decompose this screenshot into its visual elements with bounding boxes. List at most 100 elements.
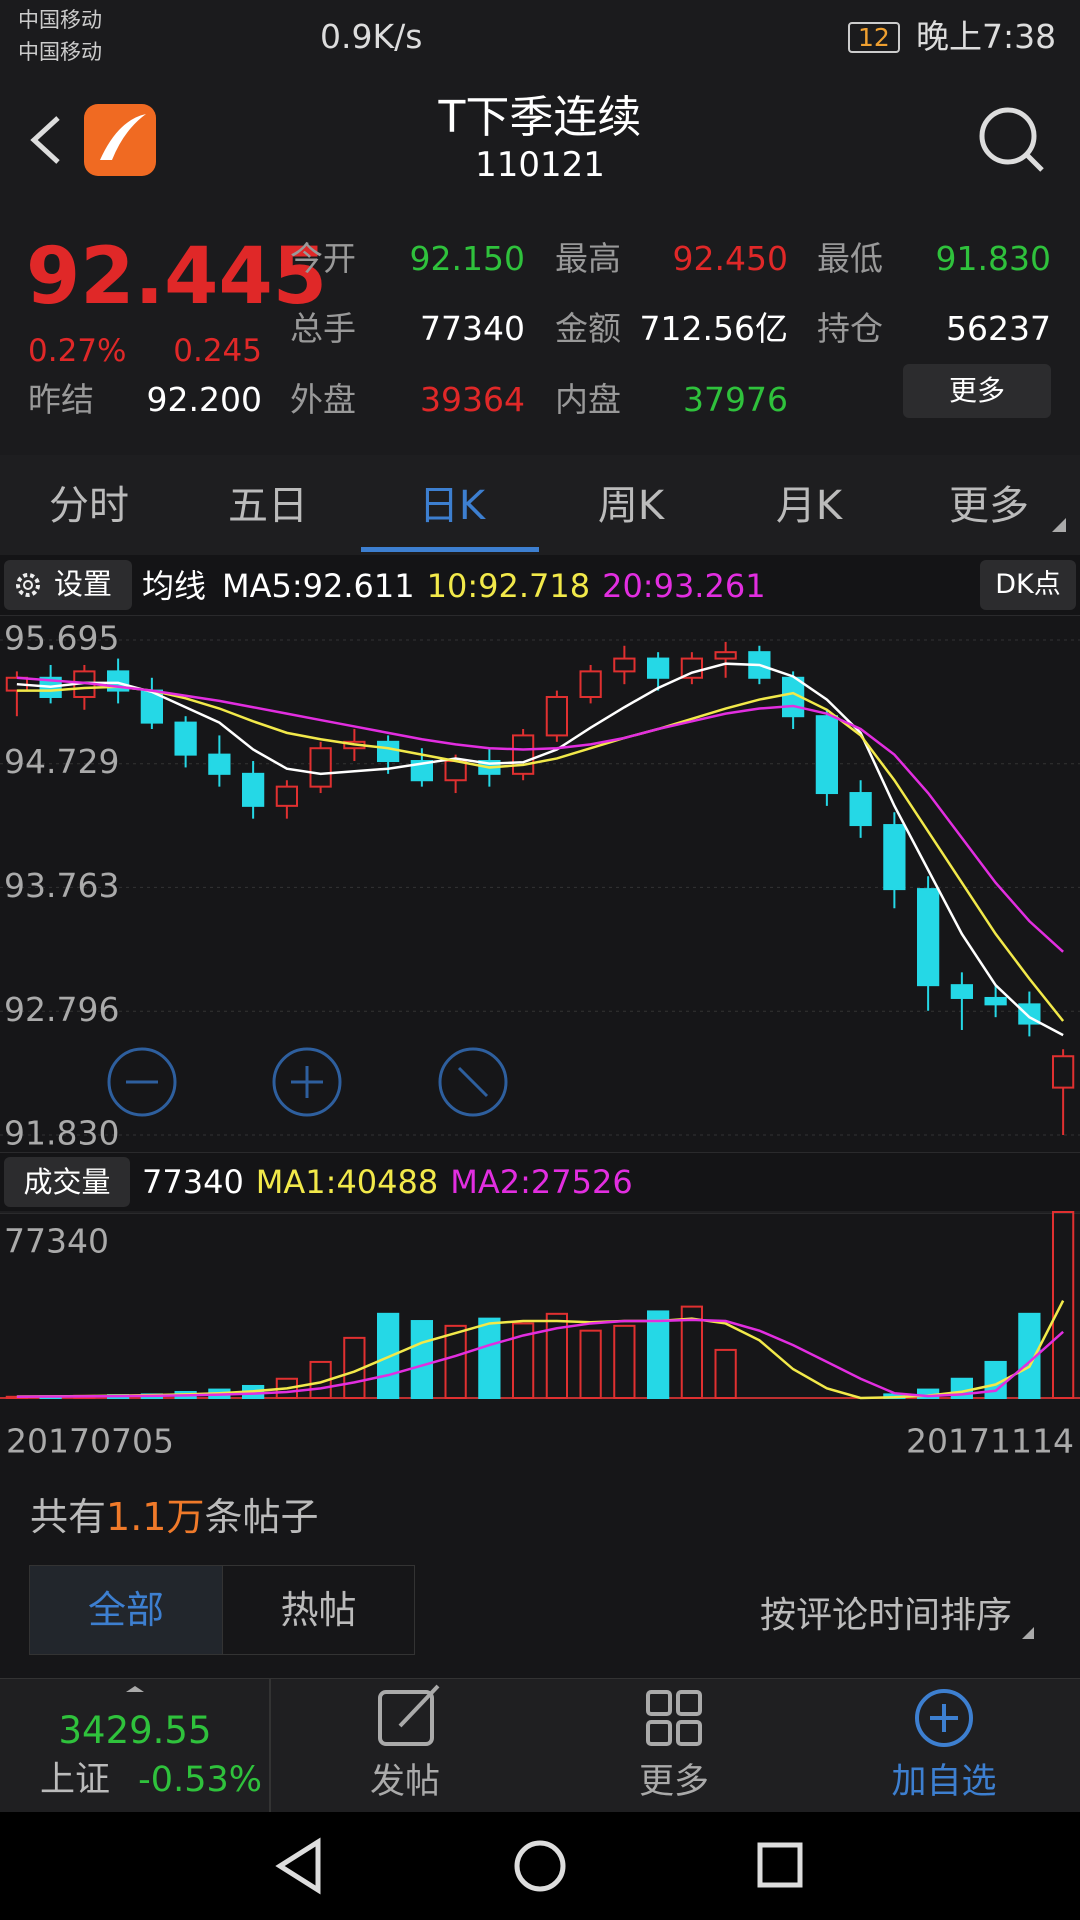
volume-bar <box>613 1324 636 1400</box>
volume-bar <box>478 1317 501 1399</box>
volume-legend: 77340 MA1:40488 MA2:27526 <box>142 1166 633 1198</box>
y-tick-label: 91.830 <box>4 1114 119 1153</box>
code: 110121 <box>475 145 605 185</box>
tab[interactable]: 周K <box>597 483 665 529</box>
legend-entry: MA1:40488 <box>255 1163 439 1201</box>
zoom-out[interactable] <box>107 1047 177 1117</box>
field-label: 金额 <box>555 309 621 348</box>
ma-line <box>16 676 1064 953</box>
index-value[interactable]: 3429.55 <box>58 1709 212 1752</box>
candle-body <box>849 792 872 827</box>
candle-body <box>883 824 906 891</box>
tab-underline <box>361 547 539 552</box>
volume-bar <box>647 1310 670 1400</box>
legend-entry: MA5:92.611 <box>222 567 415 605</box>
zoom-buttons <box>107 1047 508 1117</box>
candle-body <box>545 695 568 737</box>
volume-bar <box>680 1305 703 1399</box>
tab[interactable]: 五日 <box>228 483 308 529</box>
candle-body <box>680 657 703 679</box>
filter-all[interactable]: 全部 <box>29 1565 223 1655</box>
sort-arrow <box>1022 1627 1034 1639</box>
action-watch[interactable]: 加自选 <box>891 1762 997 1802</box>
tab[interactable]: 分时 <box>49 483 129 529</box>
add-icon <box>915 1689 973 1747</box>
field-label: 内盘 <box>555 380 621 419</box>
zoom-in[interactable] <box>272 1047 342 1117</box>
candle-body <box>275 785 298 807</box>
logo-mark <box>100 114 146 160</box>
net-speed: 0.9K/s <box>320 17 423 56</box>
system-nav <box>275 1837 803 1895</box>
action-post[interactable]: 发帖 <box>369 1762 441 1802</box>
settings-text: 设置 <box>54 567 113 601</box>
legend-entry: 77340 <box>142 1163 244 1201</box>
back-icon[interactable] <box>30 116 60 164</box>
sort-button[interactable]: 按评论时间排序 <box>759 1595 1012 1636</box>
legend-entry: MA2:27526 <box>450 1163 633 1201</box>
post-suffix: 条帖子 <box>204 1495 319 1539</box>
tab[interactable]: 月K <box>775 483 843 529</box>
candle-body <box>1052 1055 1075 1089</box>
y-tick-label: 95.695 <box>4 619 119 658</box>
candle-body <box>208 753 231 775</box>
dk-button[interactable]: DK点 <box>980 560 1076 610</box>
field-label: 外盘 <box>290 380 356 419</box>
nav-bar <box>0 1812 1080 1920</box>
bottom-icons <box>126 1678 973 1812</box>
field-value: 77340 <box>420 309 525 348</box>
candle-body <box>309 747 332 788</box>
candle-body <box>174 721 197 756</box>
index-change: -0.53% <box>138 1760 262 1800</box>
settings-button[interactable] <box>4 560 132 610</box>
field-label: 昨结 <box>28 380 94 419</box>
tab-bar <box>0 455 1080 555</box>
ma-bar <box>0 555 1080 616</box>
nav-home[interactable] <box>514 1840 566 1892</box>
y-tick-label: 94.729 <box>4 742 119 781</box>
candle-body <box>647 657 670 679</box>
change: 0.245 <box>173 333 262 369</box>
field-value: 92.450 <box>672 239 788 278</box>
vol-bar <box>0 1152 1080 1214</box>
volume-bar <box>410 1320 433 1400</box>
tab-more-arrow <box>1052 518 1066 532</box>
carrier: 中国移动 <box>18 8 102 32</box>
field-label: 今开 <box>290 239 356 278</box>
ma-line <box>16 662 1064 1037</box>
action-more[interactable]: 更多 <box>638 1762 710 1802</box>
volume-bar <box>512 1322 535 1399</box>
x-start-label: 20170705 <box>6 1422 174 1461</box>
title: T下季连续 <box>438 92 642 143</box>
post-number: 1.1万 <box>106 1495 205 1539</box>
field-value: 92.200 <box>146 380 262 419</box>
y-tick-label: 77340 <box>4 1222 109 1261</box>
field-label: 持仓 <box>817 309 883 348</box>
field-value: 56237 <box>946 309 1051 348</box>
volume-ma-line <box>16 1300 1065 1400</box>
search-icon[interactable] <box>979 107 1037 165</box>
tab[interactable]: 更多 <box>949 483 1029 529</box>
volume-bar <box>444 1324 467 1400</box>
nav-recent[interactable] <box>757 1842 803 1888</box>
ma-legend: MA5:92.611 10:92.718 20:93.261 <box>222 570 766 602</box>
fullscreen[interactable] <box>438 1047 508 1117</box>
more-button[interactable]: 更多 <box>903 364 1051 418</box>
filter-hot[interactable]: 热帖 <box>222 1565 415 1655</box>
candle-body <box>613 657 636 673</box>
tab[interactable]: 日K <box>418 483 486 529</box>
bottom-bar <box>0 1678 1080 1813</box>
battery: 12 <box>848 22 900 53</box>
field-value: 91.830 <box>935 239 1051 278</box>
volume-bar <box>545 1312 568 1399</box>
volume-bar <box>714 1348 737 1400</box>
legend-entry: 20:93.261 <box>602 567 766 605</box>
candle-body <box>917 888 940 987</box>
candle-body <box>377 740 400 763</box>
ma-title: 均线 <box>142 567 207 605</box>
field-label: 最高 <box>555 239 621 278</box>
nav-back[interactable] <box>275 1837 321 1895</box>
candle-body <box>242 772 265 807</box>
candle-body <box>950 984 973 999</box>
volume-button[interactable]: 成交量 <box>4 1157 130 1207</box>
